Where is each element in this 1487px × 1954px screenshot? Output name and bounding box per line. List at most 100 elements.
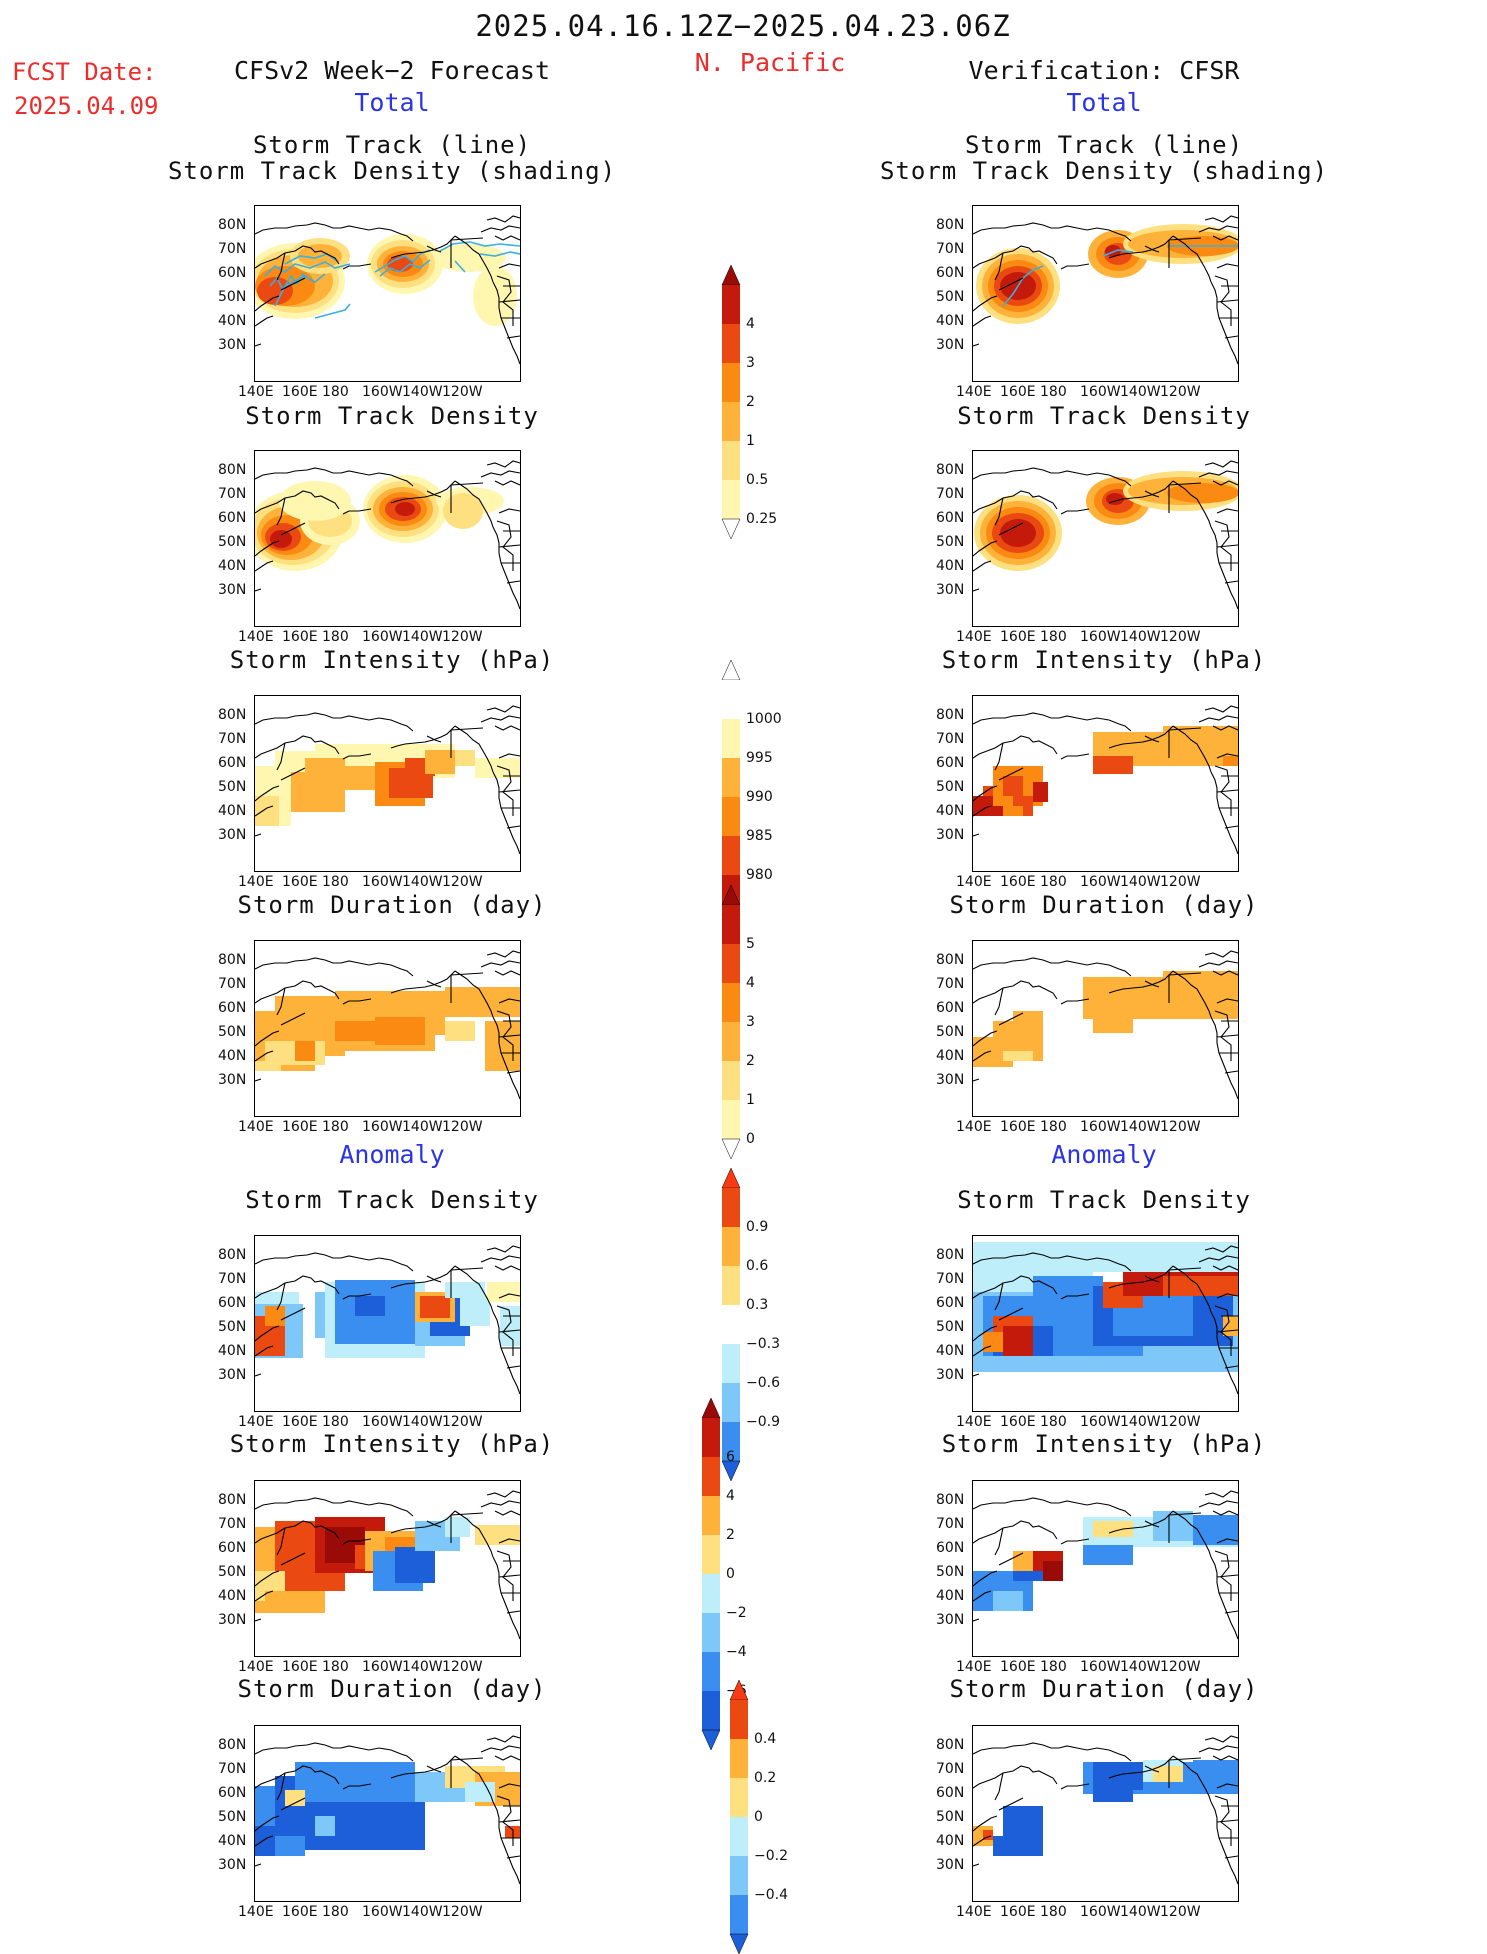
coastline-segment [498, 789, 520, 793]
lon-tick-label: 140W [402, 1119, 443, 1135]
storm-track-line [479, 251, 520, 257]
density-anom-colorbar-label: 0.6 [746, 1258, 769, 1274]
grid-cell [295, 1041, 315, 1061]
density-anom-colorbar [721, 1168, 741, 1481]
lat-tick-label: 70N [936, 1761, 965, 1777]
lon-tick-label: 140W [1120, 384, 1161, 400]
coastline-segment [255, 560, 274, 572]
coastline-segment [1212, 1510, 1238, 1516]
grid-cell [1043, 1561, 1063, 1581]
coastline-segment [390, 725, 456, 749]
lon-tick-label: 120W [442, 629, 483, 645]
lat-tick-label: 50N [936, 534, 965, 550]
coastline-segment [494, 235, 520, 241]
shading-layer [973, 1242, 1238, 1372]
coastline-segment [454, 235, 494, 283]
lat-tick-label: 30N [218, 827, 247, 843]
grid-cell [1003, 776, 1023, 796]
storm-track-line [374, 249, 431, 273]
coastline-segment [506, 1610, 520, 1614]
coastline-segment [1214, 275, 1232, 326]
fc-density-anom-map-svg [255, 1245, 520, 1395]
coastline-segment [255, 540, 280, 557]
intensity-anom-colorbar-label: 2 [726, 1527, 735, 1543]
intensity-total-colorbar-label: 990 [746, 789, 773, 805]
shading-layer [973, 1511, 1238, 1611]
coastline-segment [1144, 735, 1160, 743]
lon-tick-label: 160W [362, 1659, 403, 1675]
lat-tick-label: 70N [218, 486, 247, 502]
lat-tick-label: 60N [218, 265, 247, 281]
shading-layer [255, 234, 520, 326]
lat-tick-label: 40N [936, 313, 965, 329]
lat-tick-label: 50N [218, 289, 247, 305]
duration-total-colorbar-label: 5 [746, 936, 755, 952]
coastline-segment [280, 277, 306, 291]
shading-blob [395, 502, 415, 516]
coastline-segment [1212, 235, 1238, 241]
coastline-segment [1168, 1512, 1202, 1516]
coastline-segment [506, 335, 520, 339]
duration-anom-colorbar-segment [730, 1817, 748, 1856]
lat-tick-label: 70N [218, 1516, 247, 1532]
coastline-segment [492, 1801, 520, 1885]
density-anom-colorbar-segment [722, 1227, 740, 1266]
coastline [255, 950, 520, 1100]
coastline-segment [342, 1538, 372, 1545]
lon-tick-label: 140E [956, 384, 992, 400]
lat-tick-label: 60N [218, 1540, 247, 1556]
lon-tick-label: 160E [1000, 629, 1036, 645]
verification-anomaly-label: Anomaly [1051, 1140, 1157, 1169]
coastline-segment [1212, 1265, 1238, 1271]
coastline-segment [390, 1755, 456, 1779]
lon-tick-label: 180 [1040, 874, 1067, 890]
coastline-segment [973, 1345, 992, 1357]
coastline-segment [1108, 970, 1174, 994]
grid-cell [295, 1762, 415, 1802]
lon-tick-label: 140E [956, 874, 992, 890]
coastline-segment [1204, 705, 1238, 713]
coastline-segment [1214, 1010, 1232, 1061]
coastline-segment [280, 767, 306, 781]
lon-tick-label: 160W [1080, 1659, 1121, 1675]
lon-tick-label: 160E [282, 1659, 318, 1675]
coastline-segment [1212, 725, 1238, 731]
coastline-segment [255, 1345, 274, 1357]
coastline-segment [973, 245, 1058, 269]
grid-cell [465, 1782, 495, 1802]
density-total-colorbar-bottom-cap [721, 518, 741, 539]
grid-cell [355, 1296, 385, 1316]
shading-layer [255, 475, 504, 571]
fc-density-map [254, 450, 521, 627]
coastline-segment [1214, 520, 1232, 571]
coastline-segment [1198, 470, 1238, 478]
coastline-segment [494, 1755, 520, 1761]
coastline [255, 460, 520, 610]
coastline-segment [390, 1510, 456, 1534]
coastline-segment [255, 588, 262, 592]
grid-cell [445, 1282, 485, 1298]
grid-cell [1093, 756, 1133, 774]
density-total-colorbar-segment [722, 402, 740, 441]
lon-tick-label: 160E [1000, 1414, 1036, 1430]
vf-density-anom-title: Storm Track Density [957, 1186, 1251, 1214]
lon-tick-label: 180 [1040, 1904, 1067, 1920]
lat-tick-label: 40N [936, 803, 965, 819]
coastline-segment [255, 1325, 280, 1342]
intensity-anom-colorbar-segment [702, 1574, 720, 1613]
coastline-segment [973, 1252, 1132, 1272]
coastline-segment [1108, 1755, 1174, 1779]
duration-anom-colorbar-segment [730, 1739, 748, 1778]
grid-cell [500, 1306, 520, 1346]
duration-anom-colorbar-segment [730, 1895, 748, 1934]
intensity-anom-colorbar-label: −2 [726, 1605, 747, 1621]
lat-tick-label: 40N [218, 313, 247, 329]
coastline-segment [973, 295, 998, 312]
coastline-segment [998, 767, 1024, 781]
coastline-segment [973, 1050, 992, 1062]
lon-tick-label: 160W [362, 629, 403, 645]
coastline-segment [1214, 1795, 1232, 1846]
coastline-segment [1060, 1293, 1090, 1300]
coastline-segment [998, 522, 1024, 536]
coastline-segment [454, 970, 494, 1018]
